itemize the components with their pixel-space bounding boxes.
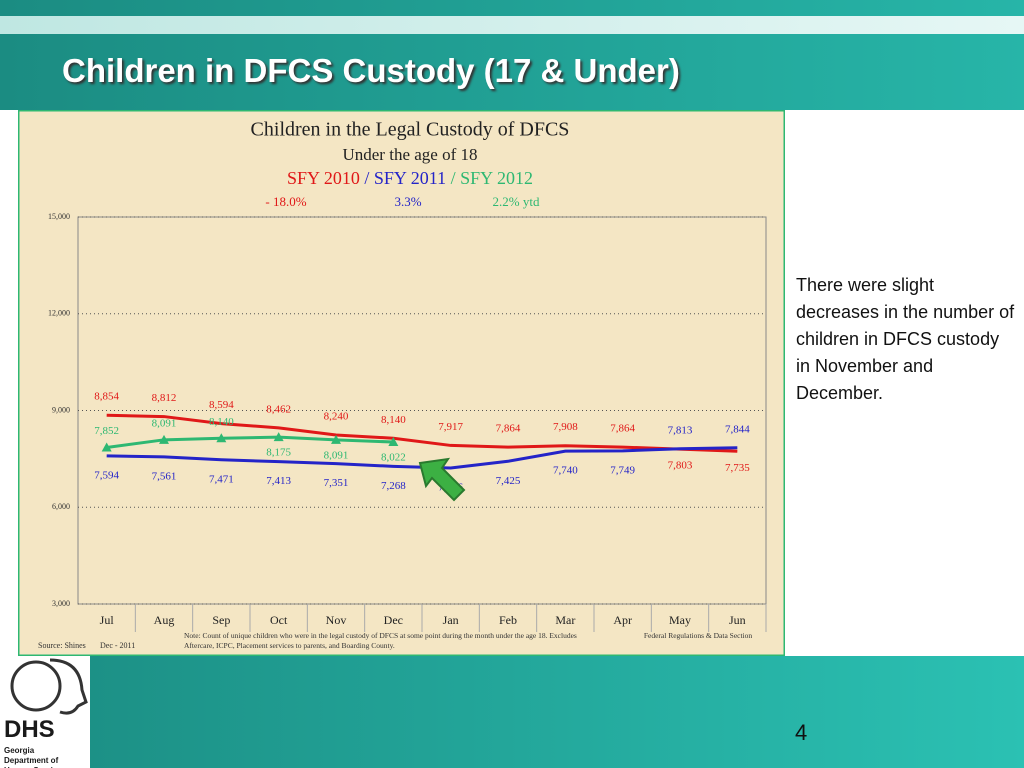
credit: Federal Regulations & Data Section [643,631,753,640]
data-label: 8,240 [324,411,349,423]
legend-separator: / [446,168,460,188]
point-marker [101,442,112,452]
date: Dec - 2011 [100,641,135,650]
footer-band [0,656,1024,768]
logo-emblem [10,658,88,715]
y-tick-label: 12,000 [48,309,70,318]
data-label: 7,864 [496,423,521,435]
legend: SFY 2010 / SFY 2011 / SFY 2012 [287,168,533,188]
point-marker [388,437,399,447]
data-label: 8,091 [152,417,177,429]
annotation: 2.2% ytd [493,194,540,209]
data-label: 7,844 [725,423,750,435]
data-label: 7,594 [94,469,119,481]
point-marker [331,434,341,444]
annotation: 3.3% [394,194,421,209]
x-tick-label: Mar [555,613,575,627]
legend-entry: SFY 2012 [460,168,533,188]
data-label: 8,140 [209,416,234,428]
chart-subtitle: Under the age of 18 [342,145,477,164]
point-marker [159,434,169,444]
data-label: 7,803 [668,460,693,472]
data-label: 7,268 [381,480,406,492]
y-tick-label: 3,000 [52,599,70,608]
data-label: 8,175 [266,447,291,459]
page-number: 4 [795,720,808,745]
logo-subtext: Georgia Department of Human Services [4,746,66,768]
credit-box: Federal Regulations & Data Section [643,631,753,640]
data-label: 7,813 [668,424,693,436]
highlight-arrow [418,457,466,502]
data-label: 7,852 [94,425,119,437]
x-tick-label: Nov [326,613,347,627]
data-label: 7,413 [266,475,291,487]
data-label: 8,462 [266,403,291,415]
data-label: 8,594 [209,399,234,411]
data-label: 8,854 [94,391,119,403]
y-tick-label: 6,000 [52,502,70,511]
x-tick-label: Jun [729,613,746,627]
chart-title: Children in the Legal Custody of DFCS [251,119,570,141]
data-label: 8,140 [381,414,406,426]
legend-entry: SFY 2011 [374,168,446,188]
data-label: 8,812 [152,392,177,404]
chart-panel [18,110,785,656]
data-label: 7,425 [496,475,521,487]
legend-entry: SFY 2010 [287,168,360,188]
data-label: 8,022 [381,452,406,464]
data-label: 7,561 [152,470,177,482]
data-label: 8,091 [324,449,349,461]
x-tick-label: Jan [443,613,459,627]
point-marker [273,432,284,442]
data-label: 7,908 [553,421,578,433]
annotation: - 18.0% [265,194,306,209]
legend-separator: / [360,168,374,188]
y-tick-label: 15,000 [48,212,70,221]
data-label: 7,471 [209,473,234,485]
y-tick-label: 9,000 [52,405,70,414]
x-tick-label: Jul [100,613,115,627]
x-tick-label: May [669,613,691,627]
source: Source: Shines [38,641,86,650]
point-marker [216,433,227,443]
x-tick-label: Oct [270,613,288,627]
data-label: 7,749 [610,464,635,476]
chart: Children in the Legal Custody of DFCS Un… [18,110,785,656]
x-tick-label: Sep [212,613,230,627]
data-label: 7,917 [438,421,463,433]
note: Note: Count of unique children who were … [184,631,577,650]
series-line [106,413,738,453]
data-label: 7,735 [725,462,750,474]
header-stripe [0,16,1024,34]
data-label: 7,351 [324,477,349,489]
x-tick-label: Apr [613,613,632,627]
data-label: 7,740 [553,465,578,477]
x-tick-label: Dec [384,613,403,627]
side-text: There were slight decreases in the numbe… [796,275,1015,403]
x-tick-label: Aug [154,613,175,627]
logo-text: DHS [4,716,55,743]
slide-title: Children in DFCS Custody (17 & Under) [62,52,680,89]
logo: DHS Georgia Department of Human Services [0,650,90,768]
data-label: 7,864 [610,423,635,435]
series-line [106,435,394,450]
x-tick-label: Feb [499,613,517,627]
note-box: Note: Count of unique children who were … [184,631,577,650]
header-band [0,0,1024,110]
